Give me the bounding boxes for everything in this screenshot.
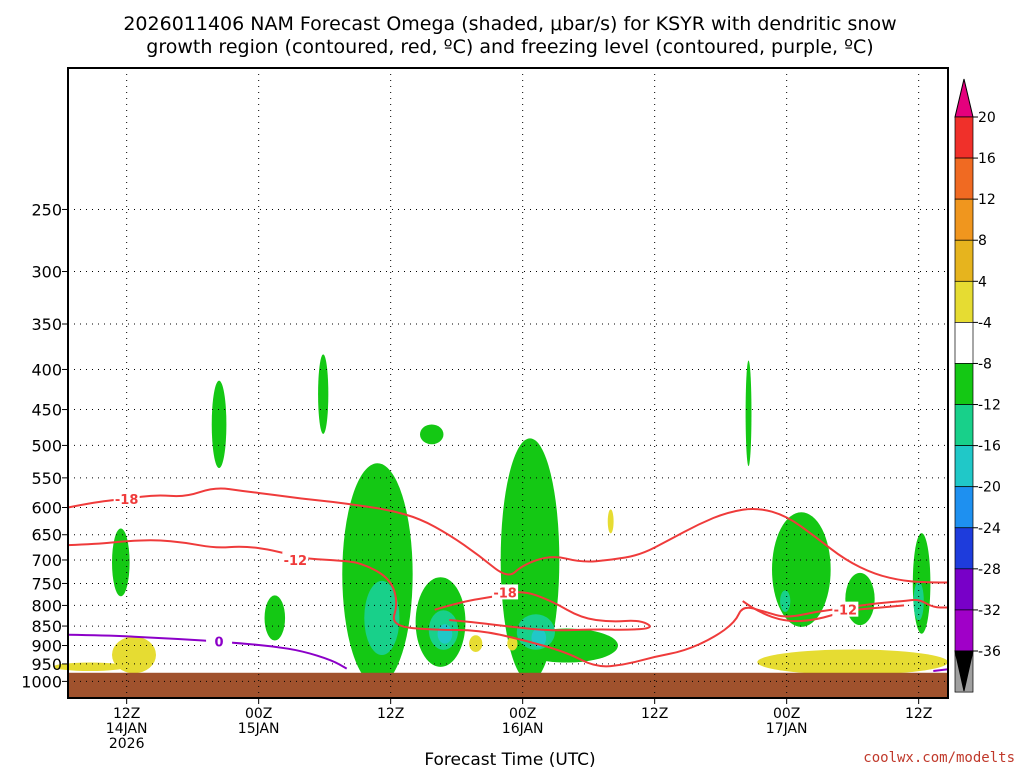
omega-region-13 <box>364 580 400 656</box>
ytick-label-900: 900 <box>31 637 62 656</box>
ytick-label-300: 300 <box>31 263 62 282</box>
colorbar-swatch-1 <box>954 157 974 200</box>
omega-region-2 <box>112 528 130 597</box>
omega-region-12 <box>912 533 931 634</box>
freezing-level-contour <box>67 633 348 670</box>
omega-region-24 <box>607 509 614 534</box>
colorbar-label-7: -12 <box>978 398 1001 414</box>
xtick-label-0-1: 14JAN <box>106 721 148 737</box>
ytick-label-250: 250 <box>31 200 62 219</box>
chart-title-line-2: growth region (contoured, red, ºC) and f… <box>146 36 873 58</box>
x-axis-label: Forecast Time (UTC) <box>424 750 595 768</box>
dgz-contour-label-2-bg <box>492 584 519 600</box>
omega-region-0 <box>211 380 227 469</box>
freezing-level-contour-end <box>933 668 949 672</box>
colorbar-swatch-6 <box>954 363 974 405</box>
ground-below-surface <box>68 672 948 698</box>
ytick-label-850: 850 <box>31 617 62 636</box>
colorbar-label-9: -20 <box>978 480 1001 496</box>
colorbar-swatch-2 <box>954 198 974 241</box>
xtick-label-5-1: 17JAN <box>766 721 808 737</box>
omega-region-21 <box>53 662 127 672</box>
colorbar-label-11: -28 <box>978 562 1001 578</box>
colorbar-swatch-4 <box>954 280 974 323</box>
colorbar-top-arrow <box>954 78 974 118</box>
ytick-label-800: 800 <box>31 596 62 615</box>
dgz-contour-1 <box>67 539 948 668</box>
omega-region-25 <box>757 649 949 675</box>
colorbar-swatch-9 <box>954 486 974 529</box>
plot-frame <box>67 67 949 699</box>
ytick-label-500: 500 <box>31 436 62 455</box>
ytick-label-700: 700 <box>31 551 62 570</box>
omega-region-18 <box>437 624 453 644</box>
omega-region-1 <box>318 354 329 434</box>
xtick-label-3-0: 00Z <box>509 706 536 722</box>
dgz-contour-3 <box>742 600 905 623</box>
ytick-label-450: 450 <box>31 401 62 420</box>
xtick-label-5-0: 00Z <box>773 706 800 722</box>
colorbar-label-8: -16 <box>978 439 1001 455</box>
colorbar-swatch-11 <box>954 568 974 611</box>
colorbar-swatch-7 <box>954 404 974 446</box>
colorbar-label-5: -4 <box>978 315 992 331</box>
dgz-contour-0 <box>67 487 948 584</box>
dgz-contour-label-0: -18 <box>115 493 139 508</box>
colorbar-label-6: -8 <box>978 356 992 372</box>
chart-title-line-1: 2026011406 NAM Forecast Omega (shaded, μ… <box>123 13 896 35</box>
dgz-contour-label-3-bg <box>832 601 859 617</box>
colorbar-label-2: 12 <box>978 192 996 208</box>
freezing-level-label-bg <box>206 633 233 649</box>
ytick-label-350: 350 <box>31 315 62 334</box>
colorbar-swatch-5 <box>954 322 974 364</box>
dgz-contour-label-1: -12 <box>284 554 308 569</box>
ytick-label-650: 650 <box>31 526 62 545</box>
omega-region-17 <box>780 590 791 612</box>
xtick-label-0-2: 2026 <box>109 736 145 752</box>
colorbar-swatch-10 <box>954 527 974 570</box>
colorbar-swatch-0 <box>954 116 974 159</box>
colorbar-swatch-8 <box>954 445 974 488</box>
xtick-label-1-0: 00Z <box>245 706 272 722</box>
colorbar-label-10: -24 <box>978 521 1001 537</box>
xtick-label-1-1: 15JAN <box>238 721 280 737</box>
ytick-label-1000: 1000 <box>21 672 62 691</box>
omega-region-3 <box>264 595 286 641</box>
colorbar-bottom-arrow <box>954 650 974 692</box>
omega-region-10 <box>772 512 831 627</box>
xtick-label-3-1: 16JAN <box>502 721 544 737</box>
dgz-contour-label-0-bg <box>113 490 140 506</box>
ytick-label-750: 750 <box>31 574 62 593</box>
colorbar-swatch-12 <box>954 609 974 652</box>
colorbar-label-0: 20 <box>978 110 996 126</box>
omega-region-23 <box>507 636 518 651</box>
xtick-label-0-0: 12Z <box>113 706 140 722</box>
colorbar-label-13: -36 <box>978 644 1001 660</box>
xtick-label-6-0: 12Z <box>905 706 932 722</box>
dgz-contour-label-1-bg <box>282 551 309 567</box>
ytick-label-950: 950 <box>31 655 62 674</box>
colorbar-swatch-3 <box>954 239 974 282</box>
xtick-label-4-0: 12Z <box>641 706 668 722</box>
dgz-contour-label-2: -18 <box>493 586 517 601</box>
dgz-contour-label-3: -12 <box>834 604 858 619</box>
colorbar-label-1: 16 <box>978 151 996 167</box>
ytick-label-400: 400 <box>31 360 62 379</box>
colorbar-label-3: 8 <box>978 233 987 249</box>
colorbar-label-4: 4 <box>978 274 987 290</box>
colorbar-label-12: -32 <box>978 603 1001 619</box>
omega-region-9 <box>745 360 752 467</box>
ytick-label-600: 600 <box>31 498 62 517</box>
omega-region-6 <box>420 424 444 445</box>
ytick-label-550: 550 <box>31 469 62 488</box>
credit-text: coolwx.com/modelts <box>863 750 1015 766</box>
omega-region-22 <box>469 635 483 652</box>
xtick-label-2-0: 12Z <box>377 706 404 722</box>
freezing-level-label: 0 <box>215 636 224 651</box>
